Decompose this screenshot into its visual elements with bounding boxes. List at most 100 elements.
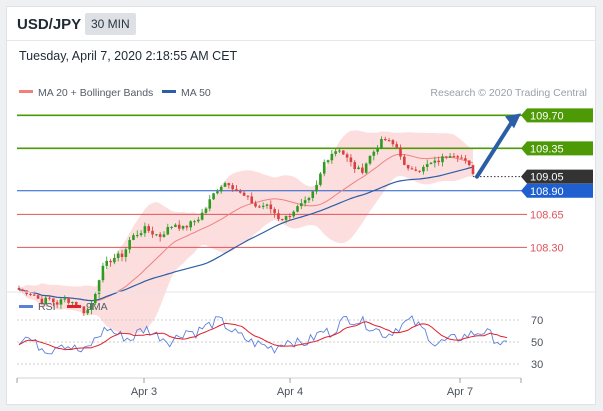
candle-body: [357, 167, 360, 170]
candle-body: [216, 191, 219, 194]
candle-body: [460, 157, 463, 159]
candle-body: [391, 140, 395, 145]
candle-body: [425, 164, 429, 167]
rsi-tick-70: 70: [531, 315, 543, 327]
candle-body: [185, 225, 189, 228]
rsi-panel: 70 50 30: [17, 315, 543, 371]
legend-label-ma50: MA 50: [181, 87, 211, 99]
legend-label-rsi: RSI: [38, 301, 56, 313]
candle-body: [444, 156, 448, 158]
candle-body: [174, 224, 177, 227]
candle-body: [452, 156, 456, 158]
candle-body: [223, 183, 227, 187]
candle-body: [212, 193, 215, 200]
candle-body: [395, 144, 398, 148]
candle-body: [204, 208, 208, 213]
candle-body: [311, 191, 315, 198]
legend-swatch-9ma: [67, 305, 81, 308]
candle-body: [90, 303, 93, 310]
candle-body: [235, 189, 238, 191]
candle-body: [403, 156, 406, 165]
candle-body: [124, 249, 128, 257]
candle-body: [36, 295, 40, 299]
candle-body: [139, 233, 143, 235]
level-tag-109.35: [521, 141, 593, 156]
candle-body: [254, 203, 257, 207]
arrow-head: [505, 113, 521, 129]
candle-body: [315, 184, 318, 192]
candle-body: [467, 160, 471, 166]
candle-body: [135, 234, 139, 236]
candle-body: [307, 197, 311, 201]
candle-body: [170, 226, 173, 228]
candle-body: [399, 147, 402, 157]
interval-badge[interactable]: 30 MIN: [85, 13, 136, 35]
candle-body: [189, 221, 192, 228]
projection-arrow: [475, 113, 521, 179]
candle-body: [193, 221, 196, 223]
candle-body: [48, 297, 51, 299]
rsi-tick-50: 50: [531, 337, 543, 349]
candle-body: [40, 298, 44, 305]
candle-body: [177, 224, 181, 229]
candle-body: [116, 253, 120, 259]
level-label-108.65: 108.65: [530, 209, 564, 221]
candle-body: [231, 185, 234, 190]
candle-body: [349, 157, 353, 163]
candle-body: [341, 150, 345, 155]
candle-body: [277, 213, 280, 220]
candle-body: [94, 293, 97, 304]
candle-body: [303, 200, 307, 204]
candle-body: [441, 156, 444, 163]
candle-body: [105, 260, 109, 266]
candle-body: [319, 173, 322, 185]
candle-body: [322, 162, 326, 174]
candle-body: [44, 297, 48, 305]
candle-body: [261, 205, 265, 207]
x-tick-label: Apr 3: [131, 386, 157, 398]
candle-body: [353, 162, 357, 170]
bollinger-bands: [19, 130, 473, 334]
candle-body: [21, 289, 25, 291]
candle-body: [181, 225, 185, 229]
level-lines: [17, 114, 527, 248]
candle-body: [128, 239, 131, 250]
candle-body: [63, 298, 67, 300]
candle-body: [258, 206, 261, 208]
level-tag-text-108.90: 108.90: [530, 186, 564, 198]
candle-body: [143, 226, 147, 234]
candle-body: [418, 170, 421, 172]
candle-body: [422, 166, 425, 172]
candle-body: [32, 294, 36, 296]
chart-widget: USD/JPY 30 MIN Tuesday, April 7, 2020 2:…: [6, 6, 597, 405]
candle-body: [250, 196, 254, 204]
level-tags: 109.70 109.35 109.05 108.90 108.65 108.30: [521, 108, 593, 254]
candle-body: [162, 234, 166, 237]
candle-body: [109, 260, 112, 263]
level-tag-text-109.35: 109.35: [530, 143, 564, 155]
rsi-tick-30: 30: [531, 359, 543, 371]
candle-body: [17, 287, 21, 290]
candle-body: [284, 216, 288, 220]
candle-body: [158, 234, 162, 237]
candle-body: [338, 150, 341, 152]
legend-swatch-ma20: [19, 90, 33, 93]
x-tick-label: Apr 4: [277, 386, 303, 398]
candle-body: [410, 168, 414, 170]
bollinger-band-area: [19, 130, 473, 334]
candle-body: [82, 306, 86, 314]
candle-body: [334, 151, 337, 154]
rsi-line: [18, 315, 508, 355]
candle-body: [265, 204, 269, 206]
candle-body: [59, 299, 63, 305]
candle-body: [197, 219, 200, 222]
legend-label-ma20: MA 20 + Bollinger Bands: [38, 87, 153, 99]
symbol-title: USD/JPY: [17, 16, 82, 33]
candle-body: [97, 280, 101, 294]
rsi-9ma-line: [18, 321, 508, 351]
candle-body: [101, 265, 105, 281]
candle-body: [273, 209, 276, 214]
candle-body: [414, 169, 418, 171]
candle-body: [464, 158, 467, 161]
candle-body: [246, 195, 250, 197]
